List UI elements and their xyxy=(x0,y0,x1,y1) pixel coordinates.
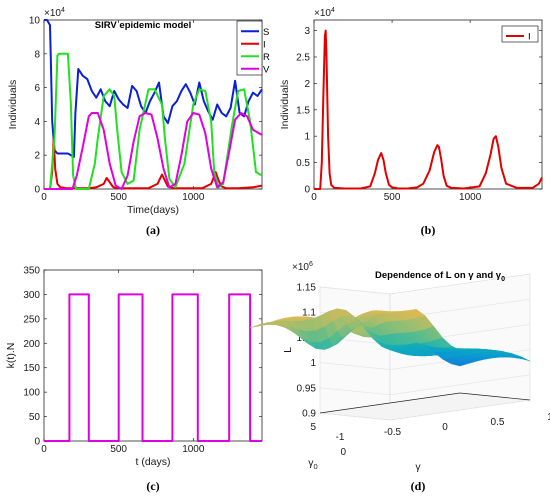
plot-area xyxy=(313,19,543,190)
x-axis-label: γ xyxy=(415,461,421,473)
series-line-I xyxy=(44,137,263,190)
x-tick-label: 0.5 xyxy=(491,417,505,428)
panel-caption: (a) xyxy=(146,223,160,237)
series-line-V xyxy=(44,112,263,190)
x-axis-label: t (days) xyxy=(135,456,170,468)
y-tick-label: 150 xyxy=(23,363,40,374)
z-tick-label: 1 xyxy=(310,358,316,369)
plot-area xyxy=(43,269,263,442)
y-tick-label: 8 xyxy=(34,49,40,60)
legend-box xyxy=(236,20,263,76)
y-tick-label: 2 xyxy=(34,151,40,162)
z-grid-line xyxy=(389,399,531,421)
y-axis-label: Individuals xyxy=(7,80,19,130)
x-tick-label: -1 xyxy=(336,432,345,443)
x-tick-label: 500 xyxy=(110,192,127,203)
y-tick-label: 3 xyxy=(304,26,310,37)
y-tick-label: 10 xyxy=(29,16,41,27)
z-tick-label: 1.15 xyxy=(297,283,317,294)
x-tick-label: 0 xyxy=(442,422,448,433)
y-tick-label: 50 xyxy=(29,412,41,423)
legend-label-S: S xyxy=(263,27,269,38)
legend-box xyxy=(501,25,539,43)
y-tick-label: 5 xyxy=(310,422,316,433)
panel-a: 0 500 1000 0 2 4 6 8 10×104 SIRV epidemic model In… xyxy=(7,7,270,237)
panel-c: 0 500 1000 0 50 100 150 200 250 300 350 k(t).N t (da… xyxy=(5,266,263,493)
x-tick-label: 1 xyxy=(547,412,550,423)
y-tick-label: 1 xyxy=(304,132,310,143)
legend-label-V: V xyxy=(263,64,270,75)
z-grid-line xyxy=(389,374,531,396)
y-tick-label: 6 xyxy=(34,83,40,94)
series-line-R xyxy=(44,52,263,190)
panel-caption: (b) xyxy=(421,223,436,237)
y-tick-label: 4 xyxy=(34,117,40,128)
y-tick-label: 100 xyxy=(23,388,40,399)
z-grid-line xyxy=(319,412,391,421)
y-axis-label: γ0 xyxy=(308,457,317,471)
x-tick-label: 500 xyxy=(384,192,401,203)
y-tick-label: 350 xyxy=(23,266,40,277)
x-tick-label: 0 xyxy=(41,192,47,203)
y-tick-label: 300 xyxy=(23,290,40,301)
y-axis-line-front xyxy=(459,392,531,401)
z-grid-line xyxy=(319,362,391,370)
legend-label-I: I xyxy=(528,32,531,43)
x-tick-label: 500 xyxy=(110,444,127,455)
back-wall-left xyxy=(319,286,391,421)
x-tick-label: 0 xyxy=(41,444,47,455)
panel-d: 0.90.9511.051.11.15-1-0.500.5150Lγγ0×106… xyxy=(249,261,550,493)
y-tick-label: 2.5 xyxy=(296,52,310,63)
chart-title: Dependence of L on γ and γ0 xyxy=(375,270,505,283)
z-exponent-label: ×106 xyxy=(292,261,313,273)
x-tick-label: 1000 xyxy=(182,192,205,203)
y-tick-label: 0 xyxy=(34,437,40,448)
z-axis-label: L xyxy=(282,347,294,353)
x-tick-label: 0 xyxy=(311,192,317,203)
y-exponent-label: ×104 xyxy=(44,7,65,19)
y-tick-label: 0 xyxy=(340,447,346,458)
x-axis-line xyxy=(319,392,461,414)
series-line-I xyxy=(314,29,543,190)
z-grid-line xyxy=(389,273,531,295)
panel-caption: (d) xyxy=(411,479,426,493)
y-tick-label: 0 xyxy=(304,185,310,196)
y-tick-label: 0.5 xyxy=(296,158,310,169)
y-tick-label: 250 xyxy=(23,314,40,325)
z-tick-label: 0.9 xyxy=(302,409,316,420)
y-tick-label: 2 xyxy=(304,79,310,90)
z-grid-line xyxy=(319,286,391,295)
y-tick-label: 0 xyxy=(34,185,40,196)
y-exponent-label: ×104 xyxy=(314,7,335,19)
legend-label-R: R xyxy=(263,52,270,63)
z-grid-line xyxy=(319,387,391,396)
z-tick-label: 0.95 xyxy=(297,383,317,394)
series-line-0 xyxy=(44,293,262,442)
chart-title: SIRV epidemic model xyxy=(95,20,191,31)
y-axis-label: Individuals xyxy=(279,80,291,130)
panel-caption: (c) xyxy=(146,479,159,493)
x-tick-label: 1000 xyxy=(459,192,482,203)
y-axis-label: k(t).N xyxy=(5,343,17,369)
x-tick-label: 1000 xyxy=(182,444,205,455)
x-tick-label: -0.5 xyxy=(384,427,402,438)
y-tick-label: 200 xyxy=(23,339,40,350)
panel-b: 0 500 1000 0 0.5 1 1.5 2 2.5 3 ×104 Individuals I (b) xyxy=(279,7,543,237)
legend-label-I: I xyxy=(263,39,266,50)
x-axis-label: Time(days) xyxy=(127,204,179,216)
surface-patch xyxy=(451,362,465,367)
y-tick-label: 1.5 xyxy=(296,105,310,116)
z-tick-label: 1.1 xyxy=(302,308,316,319)
